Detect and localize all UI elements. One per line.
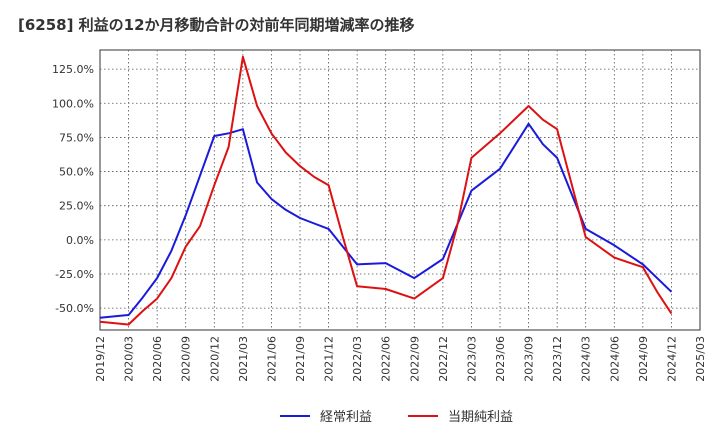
x-axis: 2019/12 2020/03 2020/06 2020/09 2020/12 2021/… <box>94 336 707 382</box>
y-tick-label: 100.0% <box>52 97 94 110</box>
y-tick-label: 25.0% <box>59 200 94 213</box>
plot-area <box>99 49 701 331</box>
legend-label: 経常利益 <box>320 410 372 425</box>
x-tick-label: 2024/12 <box>665 336 678 382</box>
x-tick-label: 2022/09 <box>408 336 421 382</box>
x-tick-label: 2023/06 <box>494 336 507 382</box>
series-line-2 <box>99 55 673 326</box>
y-tick-label: 75.0% <box>59 131 94 144</box>
x-tick-label: 2024/03 <box>580 336 593 382</box>
series-line-1 <box>99 122 673 319</box>
y-tick-label: 0.0% <box>66 234 94 247</box>
legend: 経常利益 当期純利益 <box>280 410 513 425</box>
x-tick-label: 2023/09 <box>523 336 536 382</box>
legend-label: 当期純利益 <box>448 410 513 425</box>
x-tick-label: 2021/06 <box>265 336 278 382</box>
x-tick-label: 2019/12 <box>94 336 107 382</box>
series-lines <box>99 55 673 326</box>
x-tick-label: 2020/06 <box>151 336 164 382</box>
x-tick-label: 2023/12 <box>551 336 564 382</box>
chart-title: [6258] 利益の12か月移動合計の対前年同期増減率の推移 <box>18 16 415 34</box>
x-tick-label: 2020/12 <box>208 336 221 382</box>
y-tick-label: -50.0% <box>55 302 94 315</box>
x-tick-label: 2021/12 <box>323 336 336 382</box>
y-tick-label: 125.0% <box>52 63 94 76</box>
x-tick-label: 2022/12 <box>437 336 450 382</box>
x-tick-label: 2024/06 <box>608 336 621 382</box>
grid-lines <box>100 50 700 330</box>
y-tick-label: 50.0% <box>59 166 94 179</box>
x-tick-label: 2021/03 <box>237 336 250 382</box>
x-tick-label: 2025/03 <box>694 336 707 382</box>
y-tick-label: -25.0% <box>55 268 94 281</box>
x-tick-label: 2020/03 <box>123 336 136 382</box>
x-tick-label: 2021/09 <box>294 336 307 382</box>
x-tick-label: 2023/03 <box>465 336 478 382</box>
x-tick-label: 2022/03 <box>351 336 364 382</box>
y-axis: 125.0% 100.0% 75.0% 50.0% 25.0% 0.0% -25.0% -50… <box>52 63 94 315</box>
x-tick-label: 2020/09 <box>180 336 193 382</box>
x-tick-label: 2022/06 <box>380 336 393 382</box>
x-tick-label: 2024/09 <box>637 336 650 382</box>
